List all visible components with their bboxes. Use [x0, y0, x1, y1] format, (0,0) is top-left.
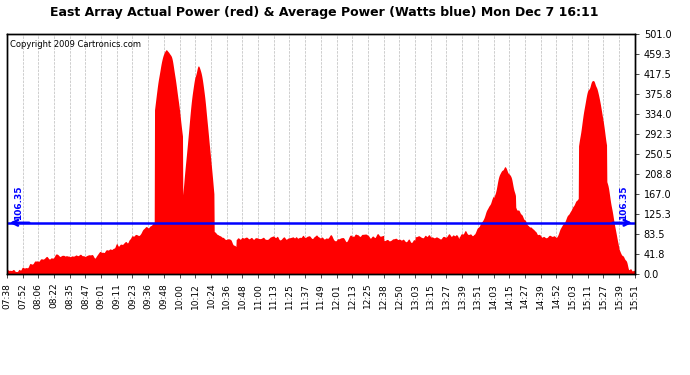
Text: Copyright 2009 Cartronics.com: Copyright 2009 Cartronics.com [10, 40, 141, 49]
Text: East Array Actual Power (red) & Average Power (Watts blue) Mon Dec 7 16:11: East Array Actual Power (red) & Average … [50, 6, 598, 19]
Text: 106.35: 106.35 [14, 186, 23, 220]
Text: 106.35: 106.35 [620, 186, 629, 220]
